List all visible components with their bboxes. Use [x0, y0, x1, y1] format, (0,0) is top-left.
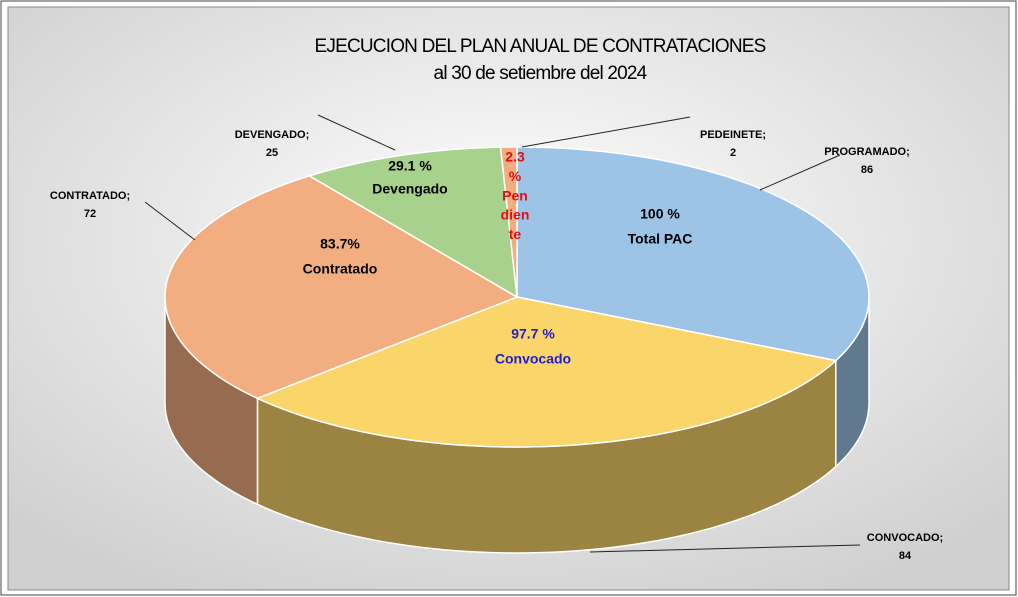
data-label-value: 25 [266, 147, 278, 159]
slice-label: 83.7% [320, 236, 360, 252]
slice-label: Contratado [303, 261, 378, 277]
data-label-value: 86 [861, 164, 873, 176]
pie-slice [516, 146, 870, 362]
slice-label: 29.1 % [388, 158, 432, 174]
chart-title: EJECUCION DEL PLAN ANUAL DE CONTRATACION… [315, 36, 766, 57]
leader-line [589, 544, 861, 553]
chart-subtitle: al 30 de setiembre del 2024 [434, 63, 648, 84]
data-label-name: PROGRAMADO; [824, 146, 910, 158]
slice-label: Pen [502, 187, 528, 203]
slice-label: Devengado [372, 181, 447, 197]
slice-label: Convocado [495, 351, 571, 367]
slice-label: 2.3 [505, 149, 525, 165]
data-label-value: 84 [899, 550, 912, 562]
slice-label: 100 % [640, 206, 680, 222]
pie-slice [499, 146, 518, 298]
data-label-name: CONVOCADO; [867, 532, 943, 544]
slice-label: dien [501, 207, 530, 223]
leader-line [144, 201, 196, 241]
pie-slice [255, 296, 838, 448]
data-label-name: DEVENGADO; [235, 129, 310, 141]
slice-label: te [509, 226, 522, 242]
pie-slice [164, 175, 519, 400]
data-label-value: 72 [84, 208, 96, 220]
leader-line [521, 116, 691, 148]
data-label-name: PEDEINETE; [700, 129, 766, 141]
slice-label: Total PAC [628, 231, 693, 247]
data-label-value: 2 [730, 147, 736, 159]
leader-line [759, 154, 841, 191]
data-label-name: CONTRATADO; [50, 190, 130, 202]
pie-slice [307, 146, 518, 299]
slice-label: 97.7 % [511, 326, 555, 342]
leader-line [317, 114, 396, 151]
slice-label: % [509, 168, 522, 184]
